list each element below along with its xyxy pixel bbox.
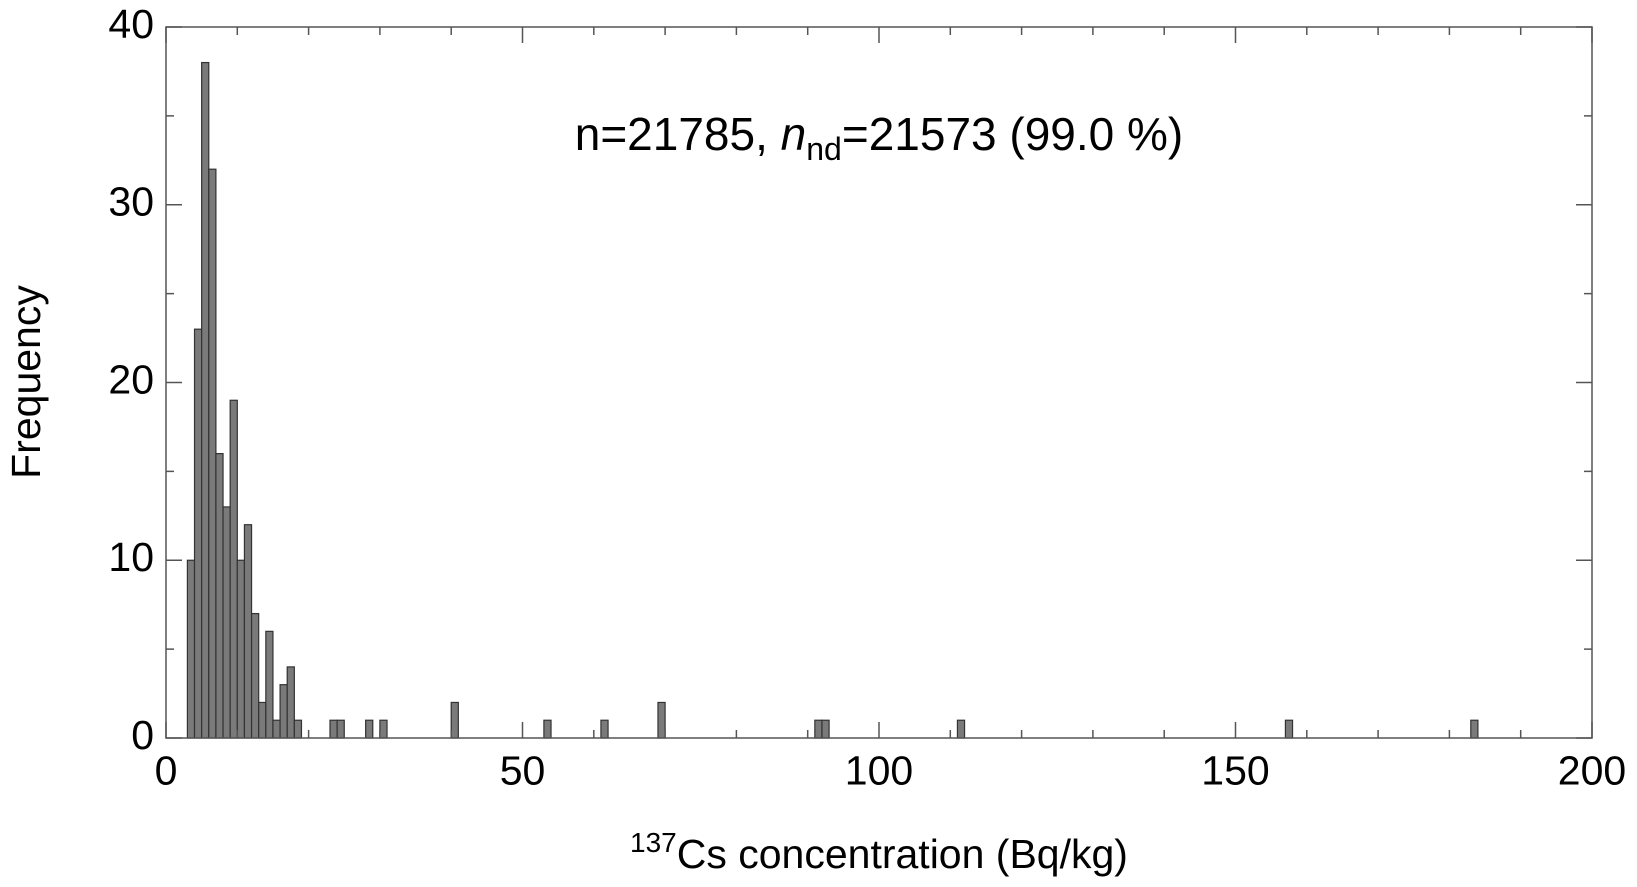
- annotation-text: =21573 (99.0 %): [842, 108, 1183, 160]
- bar: [600, 719, 609, 739]
- x-tick-label: 0: [155, 748, 178, 794]
- y-axis-label: Frequency: [3, 285, 49, 479]
- x-axis-label: 137Cs concentration (Bq/kg): [630, 827, 1128, 877]
- annotation: n=21785, nnd=21573 (99.0 %): [575, 108, 1184, 167]
- bar: [236, 559, 246, 739]
- x-tick-label: 50: [500, 748, 546, 794]
- bar: [450, 701, 459, 739]
- bar: [329, 719, 338, 739]
- bar: [258, 701, 267, 739]
- bar: [821, 719, 830, 739]
- bar: [657, 701, 666, 739]
- y-tick-label: 40: [108, 1, 154, 47]
- bar: [215, 453, 224, 739]
- bar: [272, 719, 281, 739]
- annotation-subscript: nd: [806, 131, 842, 167]
- y-tick-label: 30: [108, 179, 154, 225]
- x-tick-label: 200: [1558, 748, 1626, 794]
- bar: [365, 719, 374, 739]
- bar: [186, 559, 196, 739]
- bar: [243, 524, 253, 739]
- bar: [265, 630, 274, 739]
- bar: [543, 719, 552, 739]
- bar: [379, 719, 388, 739]
- bar: [279, 684, 288, 739]
- bar: [250, 612, 260, 739]
- x-tick-label: 150: [1201, 748, 1269, 794]
- bar: [193, 328, 203, 739]
- bar: [1470, 719, 1479, 739]
- annotation-text: n: [781, 108, 807, 160]
- x-label-text: Cs concentration (Bq/kg): [677, 831, 1128, 877]
- bar: [956, 719, 966, 739]
- x-label-superscript: 137: [630, 827, 677, 858]
- annotation-text: n=21785,: [575, 108, 781, 160]
- bar: [336, 719, 345, 739]
- y-tick-label: 20: [108, 356, 154, 402]
- x-tick-label: 100: [845, 748, 913, 794]
- bar: [286, 666, 295, 739]
- bar: [208, 168, 217, 739]
- bar: [201, 61, 210, 739]
- bar: [814, 719, 823, 739]
- y-tick-label: 0: [131, 712, 154, 758]
- bar: [1284, 719, 1294, 739]
- y-tick-label: 10: [108, 534, 154, 580]
- bar: [229, 399, 238, 739]
- bar: [293, 719, 303, 739]
- bar: [222, 506, 231, 739]
